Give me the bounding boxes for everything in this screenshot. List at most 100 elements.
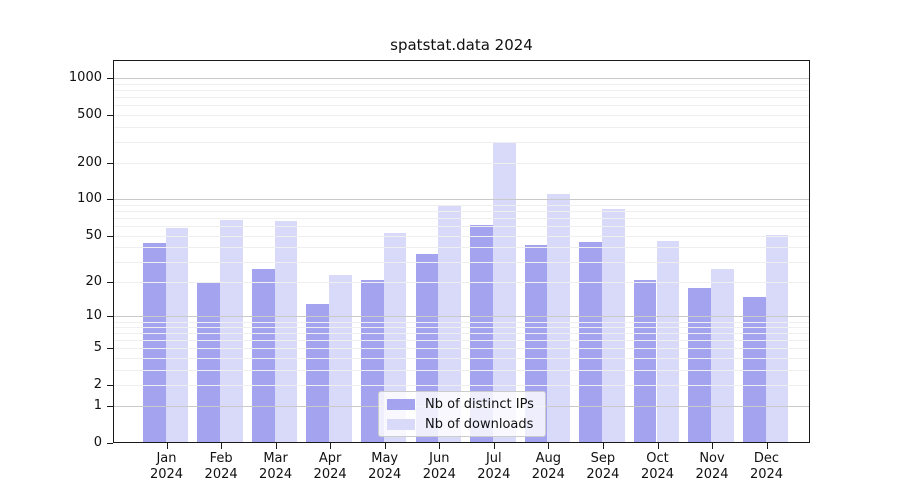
x-tick-label-may: May 2024: [368, 451, 402, 482]
bar-downloads-may: [383, 233, 407, 443]
legend: Nb of distinct IPs Nb of downloads: [378, 391, 546, 437]
x-tick-jun: [439, 443, 441, 449]
bar-distinct-ips-feb: [197, 282, 221, 443]
minor-gridline-5: [113, 348, 810, 350]
bar-downloads-sep: [601, 208, 625, 443]
minor-gridline-90: [113, 204, 810, 206]
minor-gridline-500: [113, 114, 810, 116]
minor-gridline-50: [113, 235, 810, 237]
minor-gridline-3: [113, 369, 810, 371]
minor-gridline-300: [113, 141, 810, 143]
minor-gridline-2: [113, 385, 810, 386]
y-tick-50: [107, 235, 113, 237]
x-tick-label-apr: Apr 2024: [313, 451, 347, 482]
minor-gridline-30: [113, 261, 810, 263]
y-tick-label-2: 2: [93, 377, 102, 392]
bar-distinct-ips-oct: [633, 279, 657, 443]
y-tick-2: [107, 385, 113, 386]
bar-downloads-mar: [274, 221, 298, 443]
x-tick-feb: [221, 443, 223, 449]
legend-item-downloads: Nb of downloads: [387, 416, 537, 433]
bar-distinct-ips-nov: [688, 287, 712, 443]
minor-gridline-600: [113, 105, 810, 107]
x-tick-nov: [712, 443, 713, 449]
bar-distinct-ips-mar: [251, 269, 275, 443]
plot-area: [113, 60, 810, 443]
x-tick-label-sep: Sep 2024: [586, 451, 620, 482]
minor-gridline-700: [113, 97, 810, 99]
minor-gridline-9: [113, 321, 810, 323]
major-gridline-1000: [113, 78, 810, 80]
y-tick-500: [107, 114, 113, 116]
x-tick-oct: [657, 443, 659, 449]
minor-gridline-80: [113, 211, 810, 213]
minor-gridline-20: [113, 282, 810, 284]
minor-gridline-800: [113, 90, 810, 92]
y-tick-200: [107, 163, 113, 165]
minor-gridline-400: [113, 126, 810, 128]
legend-item-distinct-ips: Nb of distinct IPs: [387, 396, 537, 413]
y-tick-20: [107, 282, 113, 284]
bar-downloads-jul: [492, 141, 516, 443]
x-tick-label-aug: Aug 2024: [531, 451, 565, 482]
x-tick-sep: [602, 443, 604, 449]
x-tick-label-mar: Mar 2024: [259, 451, 293, 482]
major-gridline-10: [113, 316, 810, 318]
y-tick-label-5: 5: [93, 340, 102, 356]
bar-downloads-aug: [547, 194, 571, 443]
bar-distinct-ips-apr: [306, 303, 330, 443]
y-tick-100: [107, 199, 113, 201]
y-tick-10: [107, 316, 113, 318]
bar-distinct-ips-may: [360, 279, 384, 443]
x-tick-mar: [275, 443, 277, 449]
minor-gridline-900: [113, 83, 810, 85]
minor-gridline-200: [113, 163, 810, 165]
legend-label-distinct-ips: Nb of distinct IPs: [425, 396, 534, 412]
x-tick-dec: [766, 443, 768, 449]
x-tick-aug: [548, 443, 550, 449]
x-tick-label-feb: Feb 2024: [204, 451, 238, 482]
minor-gridline-8: [113, 327, 810, 328]
x-tick-apr: [330, 443, 332, 449]
bar-distinct-ips-sep: [579, 242, 602, 443]
x-tick-jul: [493, 443, 495, 449]
legend-swatch-downloads: [387, 418, 415, 430]
x-tick-label-jun: Jun 2024: [422, 451, 456, 482]
y-tick-label-20: 20: [85, 274, 102, 290]
minor-gridline-7: [113, 333, 810, 335]
y-tick-label-0: 0: [93, 435, 102, 450]
bar-downloads-jun: [438, 206, 462, 443]
legend-swatch-distinct-ips: [387, 398, 415, 410]
bar-downloads-feb: [220, 219, 243, 443]
minor-gridline-70: [113, 218, 810, 219]
x-tick-label-oct: Oct 2024: [640, 451, 675, 482]
chart-title: spatstat.data 2024: [390, 36, 533, 54]
y-tick-label-50: 50: [85, 227, 102, 243]
x-tick-label-nov: Nov 2024: [695, 451, 729, 482]
y-tick-label-1000: 1000: [68, 70, 102, 86]
x-tick-may: [384, 443, 386, 449]
y-tick-5: [107, 348, 113, 350]
bar-downloads-dec: [765, 234, 789, 443]
y-tick-label-10: 10: [85, 308, 102, 324]
x-tick-label-jan: Jan 2024: [149, 451, 184, 482]
bar-downloads-oct: [656, 240, 680, 443]
y-tick-1: [107, 406, 113, 408]
x-tick-label-dec: Dec 2024: [749, 451, 784, 482]
minor-gridline-4: [113, 358, 810, 360]
minor-gridline-40: [113, 247, 810, 248]
bar-downloads-nov: [711, 269, 734, 443]
x-tick-label-jul: Jul 2024: [477, 451, 511, 482]
major-gridline-100: [113, 199, 810, 201]
legend-label-downloads: Nb of downloads: [425, 416, 534, 432]
bar-downloads-jan: [165, 227, 189, 443]
y-tick-1000: [107, 78, 113, 80]
bar-downloads-apr: [329, 275, 352, 443]
minor-gridline-6: [113, 340, 810, 342]
y-tick-label-100: 100: [77, 191, 102, 207]
x-tick-jan: [166, 443, 168, 449]
y-tick-label-200: 200: [77, 155, 102, 171]
y-tick-label-500: 500: [77, 106, 102, 122]
y-tick-label-1: 1: [93, 398, 102, 414]
